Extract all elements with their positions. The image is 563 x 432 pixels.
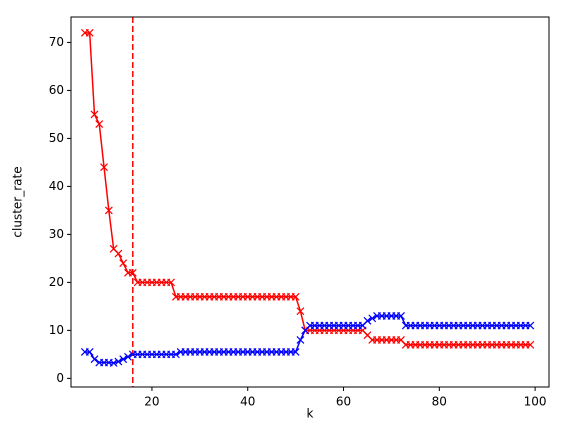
marker bbox=[526, 321, 535, 330]
x-tick-label: 100 bbox=[524, 395, 547, 409]
y-tick-label: 20 bbox=[49, 275, 64, 289]
y-tick-label: 70 bbox=[49, 35, 64, 49]
x-tick-label: 40 bbox=[240, 395, 255, 409]
marker bbox=[119, 355, 128, 364]
x-tick-label: 80 bbox=[432, 395, 447, 409]
marker bbox=[167, 278, 176, 287]
series-line bbox=[84, 32, 531, 346]
y-tick-label: 0 bbox=[56, 371, 64, 385]
marker bbox=[124, 352, 132, 361]
marker bbox=[171, 350, 180, 359]
marker bbox=[104, 206, 113, 215]
marker bbox=[109, 359, 118, 367]
marker bbox=[119, 259, 128, 268]
marker bbox=[291, 348, 300, 356]
y-tick-label: 60 bbox=[49, 83, 64, 97]
marker bbox=[296, 307, 305, 316]
marker bbox=[368, 314, 377, 323]
y-tick-label: 50 bbox=[49, 131, 64, 145]
x-axis-label: k bbox=[307, 407, 314, 421]
marker bbox=[85, 348, 94, 356]
marker bbox=[526, 340, 535, 349]
marker bbox=[100, 163, 108, 172]
y-tick-label: 30 bbox=[49, 227, 64, 241]
x-tick-label: 20 bbox=[144, 395, 159, 409]
marker bbox=[291, 292, 300, 301]
marker bbox=[114, 249, 123, 258]
axes-frame bbox=[70, 16, 550, 388]
marker bbox=[363, 316, 372, 325]
y-axis-label: cluster_rate bbox=[11, 166, 25, 237]
marker bbox=[90, 110, 99, 119]
marker bbox=[128, 268, 137, 277]
marker bbox=[90, 355, 99, 364]
marker bbox=[114, 357, 123, 366]
y-tick-label: 40 bbox=[49, 179, 64, 193]
y-tick-label: 10 bbox=[49, 323, 64, 337]
marker bbox=[296, 336, 305, 344]
marker bbox=[95, 120, 104, 128]
marker bbox=[85, 28, 94, 37]
marker bbox=[397, 312, 405, 320]
x-tick-label: 60 bbox=[336, 395, 351, 409]
